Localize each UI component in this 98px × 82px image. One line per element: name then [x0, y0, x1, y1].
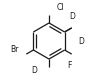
Text: F: F [67, 61, 71, 70]
Text: D: D [69, 12, 75, 21]
Text: D: D [78, 36, 84, 46]
Text: Br: Br [10, 45, 19, 54]
Text: D: D [32, 66, 38, 75]
Text: Cl: Cl [57, 4, 64, 12]
